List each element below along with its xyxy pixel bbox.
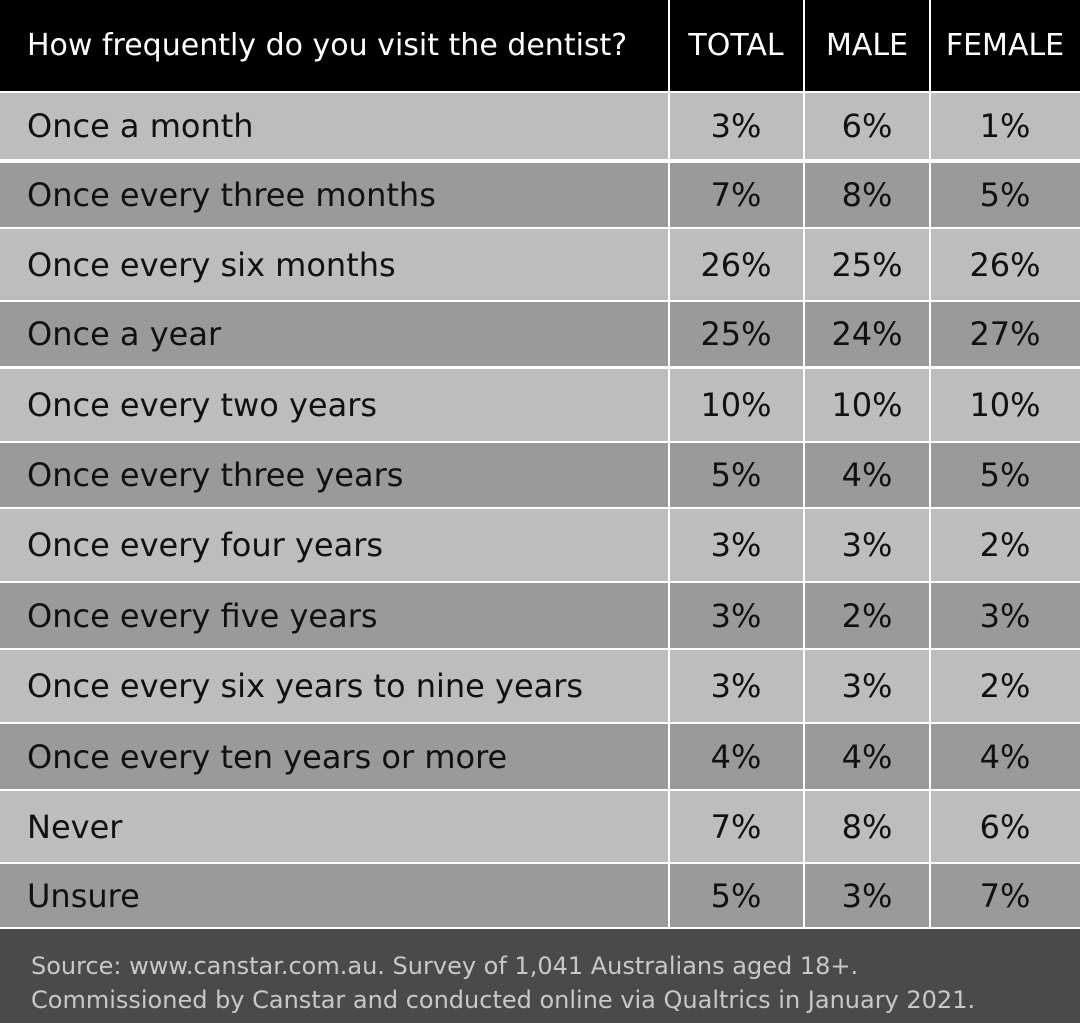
male-column-header: MALE xyxy=(825,28,909,63)
male-value: 8% xyxy=(841,807,893,846)
row-label: Unsure xyxy=(27,876,140,915)
male-value: 10% xyxy=(831,386,903,424)
female-value: 2% xyxy=(979,667,1031,705)
table-row: Once a month 3% 6% 1% xyxy=(0,93,1080,159)
total-value: 26% xyxy=(700,245,772,284)
table-row: Once every three years 5% 4% 5% xyxy=(0,443,1080,507)
row-label: Once every three months xyxy=(27,176,436,214)
table-row: Once every six months 26% 25% 26% xyxy=(0,229,1080,300)
male-value: 2% xyxy=(841,596,893,635)
total-value: 25% xyxy=(700,315,772,353)
total-value: 4% xyxy=(710,737,762,776)
column-separator xyxy=(803,0,805,929)
table-row: Once every ten years or more 4% 4% 4% xyxy=(0,724,1080,789)
row-label: Once a month xyxy=(27,107,254,145)
row-label: Once every five years xyxy=(27,596,378,635)
table-row: Once every six years to nine years 3% 3% 2% xyxy=(0,650,1080,722)
male-value: 4% xyxy=(841,737,893,776)
total-value: 7% xyxy=(710,176,762,214)
table-row: Once every four years 3% 3% 2% xyxy=(0,509,1080,581)
total-value: 7% xyxy=(710,807,762,846)
female-value: 27% xyxy=(969,315,1041,353)
source-footer: Source: www.canstar.com.au. Survey of 1,… xyxy=(0,929,1080,1023)
row-label: Never xyxy=(27,807,123,846)
column-separator xyxy=(929,0,931,929)
column-separator xyxy=(668,0,670,929)
row-label: Once every ten years or more xyxy=(27,737,508,776)
row-label: Once every six months xyxy=(27,245,396,284)
table-header: How frequently do you visit the dentist?… xyxy=(0,0,1080,91)
row-label: Once every six years to nine years xyxy=(27,667,584,705)
question-header: How frequently do you visit the dentist? xyxy=(27,28,628,63)
male-value: 3% xyxy=(841,526,893,564)
row-label: Once every four years xyxy=(27,526,384,564)
total-value: 3% xyxy=(710,107,762,145)
total-value: 5% xyxy=(710,876,762,915)
male-value: 3% xyxy=(841,876,893,915)
female-value: 7% xyxy=(979,876,1031,915)
table-row: Once every two years 10% 10% 10% xyxy=(0,369,1080,441)
male-value: 24% xyxy=(831,315,903,353)
total-value: 3% xyxy=(710,667,762,705)
female-value: 3% xyxy=(979,596,1031,635)
source-line-1: Source: www.canstar.com.au. Survey of 1,… xyxy=(31,952,859,980)
female-value: 1% xyxy=(979,107,1031,145)
total-value: 10% xyxy=(700,386,772,424)
source-line-2: Commissioned by Canstar and conducted on… xyxy=(31,986,976,1014)
male-value: 4% xyxy=(841,456,893,494)
female-value: 2% xyxy=(979,526,1031,564)
total-value: 3% xyxy=(710,596,762,635)
row-label: Once every three years xyxy=(27,456,404,494)
female-value: 5% xyxy=(979,176,1031,214)
table-row: Once a year 25% 24% 27% xyxy=(0,302,1080,366)
table-row: Once every five years 3% 2% 3% xyxy=(0,583,1080,648)
table-row: Once every three months 7% 8% 5% xyxy=(0,163,1080,227)
female-column-header: FEMALE xyxy=(945,28,1065,63)
table-row: Unsure 5% 3% 7% xyxy=(0,864,1080,927)
male-value: 6% xyxy=(841,107,893,145)
total-value: 3% xyxy=(710,526,762,564)
female-value: 26% xyxy=(969,245,1041,284)
female-value: 5% xyxy=(979,456,1031,494)
female-value: 4% xyxy=(979,737,1031,776)
male-value: 3% xyxy=(841,667,893,705)
row-label: Once a year xyxy=(27,315,222,353)
total-value: 5% xyxy=(710,456,762,494)
male-value: 8% xyxy=(841,176,893,214)
female-value: 10% xyxy=(969,386,1041,424)
female-value: 6% xyxy=(979,807,1031,846)
table-row: Never 7% 8% 6% xyxy=(0,791,1080,862)
total-column-header: TOTAL xyxy=(688,28,784,63)
row-label: Once every two years xyxy=(27,386,378,424)
male-value: 25% xyxy=(831,245,903,284)
